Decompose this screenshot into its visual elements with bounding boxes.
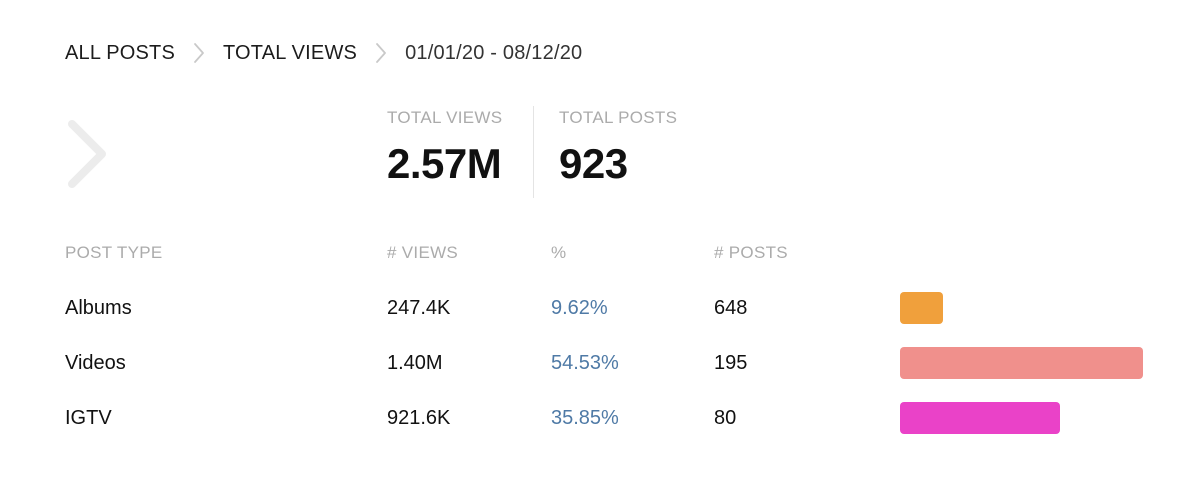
total-views-stat: TOTAL VIEWS 2.57M bbox=[387, 108, 502, 188]
share-bar bbox=[900, 402, 1060, 434]
posts-cell: 80 bbox=[714, 407, 737, 429]
breadcrumb-date-range: 01/01/20 - 08/12/20 bbox=[405, 41, 583, 64]
column-header-posts: # POSTS bbox=[714, 243, 788, 262]
total-views-label: TOTAL VIEWS bbox=[387, 108, 503, 127]
total-views-value: 2.57M bbox=[387, 140, 502, 187]
percent-cell: 9.62% bbox=[551, 297, 608, 319]
table-row-videos[interactable]: Videos 1.40M 54.53% 195 bbox=[0, 343, 1200, 383]
share-bar bbox=[900, 292, 943, 324]
breadcrumb: ALL POSTS TOTAL VIEWS 01/01/20 - 08/12/2… bbox=[65, 40, 582, 66]
views-cell: 921.6K bbox=[387, 407, 451, 429]
views-cell: 1.40M bbox=[387, 352, 443, 374]
views-cell: 247.4K bbox=[387, 297, 451, 319]
chevron-right-icon bbox=[189, 40, 209, 66]
total-posts-stat: TOTAL POSTS 923 bbox=[559, 108, 677, 188]
column-header-views: # VIEWS bbox=[387, 243, 459, 262]
percent-cell: 54.53% bbox=[551, 352, 619, 374]
stat-divider bbox=[533, 106, 534, 198]
share-bar bbox=[900, 347, 1143, 379]
total-posts-label: TOTAL POSTS bbox=[559, 108, 678, 127]
percent-cell: 35.85% bbox=[551, 407, 619, 429]
column-header-percent: % bbox=[551, 243, 567, 262]
post-type-cell: Videos bbox=[65, 352, 126, 374]
total-posts-value: 923 bbox=[559, 140, 628, 187]
breadcrumb-all-posts[interactable]: ALL POSTS bbox=[65, 41, 175, 64]
table-row-igtv[interactable]: IGTV 921.6K 35.85% 80 bbox=[0, 398, 1200, 438]
chevron-right-icon bbox=[371, 40, 391, 66]
posts-cell: 648 bbox=[714, 297, 748, 319]
table-row-albums[interactable]: Albums 247.4K 9.62% 648 bbox=[0, 288, 1200, 328]
post-type-cell: Albums bbox=[65, 297, 132, 319]
breadcrumb-total-views[interactable]: TOTAL VIEWS bbox=[223, 41, 358, 64]
column-header-post-type: POST TYPE bbox=[65, 243, 163, 262]
posts-cell: 195 bbox=[714, 352, 748, 374]
chevron-right-icon[interactable] bbox=[60, 116, 116, 192]
post-type-cell: IGTV bbox=[65, 407, 112, 429]
